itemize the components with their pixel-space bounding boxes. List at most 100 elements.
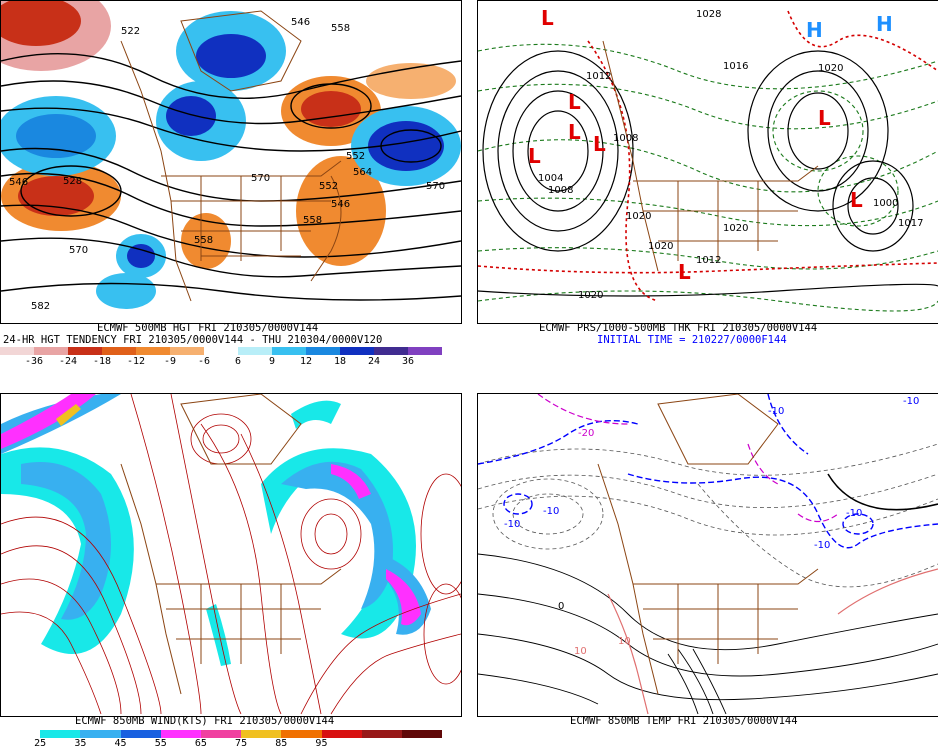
high-pressure-marker: H: [876, 12, 893, 36]
colorbar-segment: [0, 730, 41, 738]
political-borders: [597, 394, 819, 695]
contour-label: 558: [331, 23, 350, 34]
panel-850mb-wind: ECMWF 850MB WIND(KTS) FRI 210305/0000V14…: [0, 393, 462, 750]
panel-500mb-height: 522 546 558 528 552 564 546 558 570 546 …: [0, 0, 462, 375]
colorbar-label: 85: [275, 738, 288, 749]
caption-line-2: 24-HR HGT TENDENCY FRI 210305/0000V144 -…: [3, 334, 383, 346]
colorbar-label: -6: [197, 356, 211, 367]
contour-label: 570: [69, 245, 88, 256]
isotherm-label: 10: [574, 646, 587, 657]
colorbar-segment: [102, 347, 136, 355]
colorbar-segment: [200, 730, 242, 738]
colorbar-label: 25: [34, 738, 47, 749]
colorbar-label: 18: [333, 356, 347, 367]
caption-line-1: ECMWF 850MB TEMP FRI 210305/0000V144: [570, 715, 798, 727]
tendency-shading: [1, 1, 461, 309]
wind-colorbar-labels: 25 35 45 55 65 75 85 95: [0, 738, 442, 750]
colorbar-segment: [40, 730, 81, 738]
colorbar-segment: [34, 347, 68, 355]
pressure-label: 1000: [873, 198, 898, 209]
pressure-label: 1008: [548, 185, 573, 196]
colorbar-label: -24: [58, 356, 78, 367]
low-pressure-marker: L: [818, 106, 831, 130]
isotherm-labels: -10 -10 -10 -10 -10 -10 -20 10 0 10: [504, 396, 919, 657]
isotherm-label: 10: [618, 636, 631, 647]
colorbar-segment: [361, 730, 402, 738]
colorbar-label: 55: [154, 738, 167, 749]
colorbar-label: 12: [299, 356, 313, 367]
contour-label: 582: [31, 301, 50, 312]
low-pressure-marker: L: [568, 90, 581, 114]
low-pressure-marker: L: [568, 120, 581, 144]
map-pressure-thickness: 1020 1004 1008 1020 1012 1020 1020 1028 …: [477, 0, 938, 324]
map-850mb-wind-graphic: [1, 394, 461, 715]
colorbar-label: 65: [194, 738, 207, 749]
pressure-label: 1012: [696, 255, 721, 266]
colorbar-segment: [0, 347, 34, 355]
initial-time-caption: INITIAL TIME = 210227/0000F144: [597, 334, 787, 346]
wind-streamlines: [1, 394, 461, 715]
colorbar-segment: [80, 730, 121, 738]
colorbar-segment: [68, 347, 102, 355]
height-contours: [1, 53, 461, 301]
colorbar-label: 6: [234, 356, 242, 367]
isotherm-label: -10: [814, 540, 830, 551]
panel-850mb-temp: -10 -10 -10 -10 -10 -10 -20 10 0 10 ECMW…: [477, 393, 938, 750]
freezing-isotherm: [478, 394, 938, 549]
tendency-colorbar-labels: -36 -24 -18 -12 -9 -6 6 9 12 18 24 36: [0, 356, 442, 368]
isotherm-label: -10: [768, 406, 784, 417]
contour-label: 570: [426, 181, 445, 192]
colorbar-label: 35: [74, 738, 87, 749]
contour-label: 558: [194, 235, 213, 246]
colorbar-label: 9: [268, 356, 276, 367]
warm-isotherm: [607, 568, 938, 715]
pressure-label: 1004: [538, 173, 563, 184]
low-pressure-marker: L: [528, 144, 541, 168]
pressure-label: 1028: [696, 9, 721, 20]
map-500mb-height-graphic: 522 546 558 528 552 564 546 558 570 546 …: [1, 1, 461, 312]
positive-isotherms: [478, 473, 938, 715]
contour-labels: 522 546 558 528 552 564 546 558 570 546 …: [9, 17, 445, 312]
thickness-lines: [478, 10, 938, 302]
caption-line-1: ECMWF PRS/1000-500MB THK FRI 210305/0000…: [539, 322, 818, 334]
map-pressure-thickness-graphic: 1020 1004 1008 1020 1012 1020 1020 1028 …: [478, 6, 938, 312]
colorbar-label: -12: [126, 356, 146, 367]
tendency-colorbar: [0, 347, 442, 355]
isotherm-label: -20: [578, 428, 594, 439]
political-borders: [120, 394, 342, 695]
pressure-label: 1020: [626, 211, 651, 222]
colorbar-segment: [272, 347, 306, 355]
colorbar-segment: [170, 347, 204, 355]
pressure-label: 1016: [723, 61, 748, 72]
colorbar-segment: [204, 347, 238, 355]
map-850mb-temp: -10 -10 -10 -10 -10 -10 -20 10 0 10: [477, 393, 938, 717]
colorbar-label: -18: [92, 356, 112, 367]
colorbar-segment: [306, 347, 340, 355]
pressure-label: 1020: [578, 290, 603, 301]
colorbar-segment: [408, 347, 442, 355]
pressure-label: 1020: [818, 63, 843, 74]
colorbar-label: -9: [163, 356, 177, 367]
wind-speed-shading: [1, 394, 431, 666]
colorbar-segment: [374, 347, 408, 355]
pressure-label: 1020: [723, 223, 748, 234]
contour-label: 522: [121, 26, 140, 37]
low-pressure-marker: L: [850, 188, 863, 212]
contour-label: 546: [331, 199, 350, 210]
colorbar-label: 36: [401, 356, 415, 367]
pressure-label: 1012: [586, 71, 611, 82]
isotherm-label: -10: [903, 396, 919, 407]
colorbar-label: 45: [114, 738, 127, 749]
contour-label: 528: [63, 176, 82, 187]
colorbar-segment: [238, 347, 272, 355]
caption-line-1: ECMWF 850MB WIND(KTS) FRI 210305/0000V14…: [75, 715, 335, 727]
map-500mb-height: 522 546 558 528 552 564 546 558 570 546 …: [0, 0, 462, 324]
contour-label: 558: [303, 215, 322, 226]
isotherm-label: -10: [543, 506, 559, 517]
isotherm-label: 0: [558, 601, 564, 612]
low-pressure-marker: L: [541, 6, 554, 30]
low-pressure-marker: L: [593, 132, 606, 156]
cold-isotherm: [537, 394, 839, 523]
colorbar-segment: [340, 347, 374, 355]
political-borders: [602, 40, 819, 272]
